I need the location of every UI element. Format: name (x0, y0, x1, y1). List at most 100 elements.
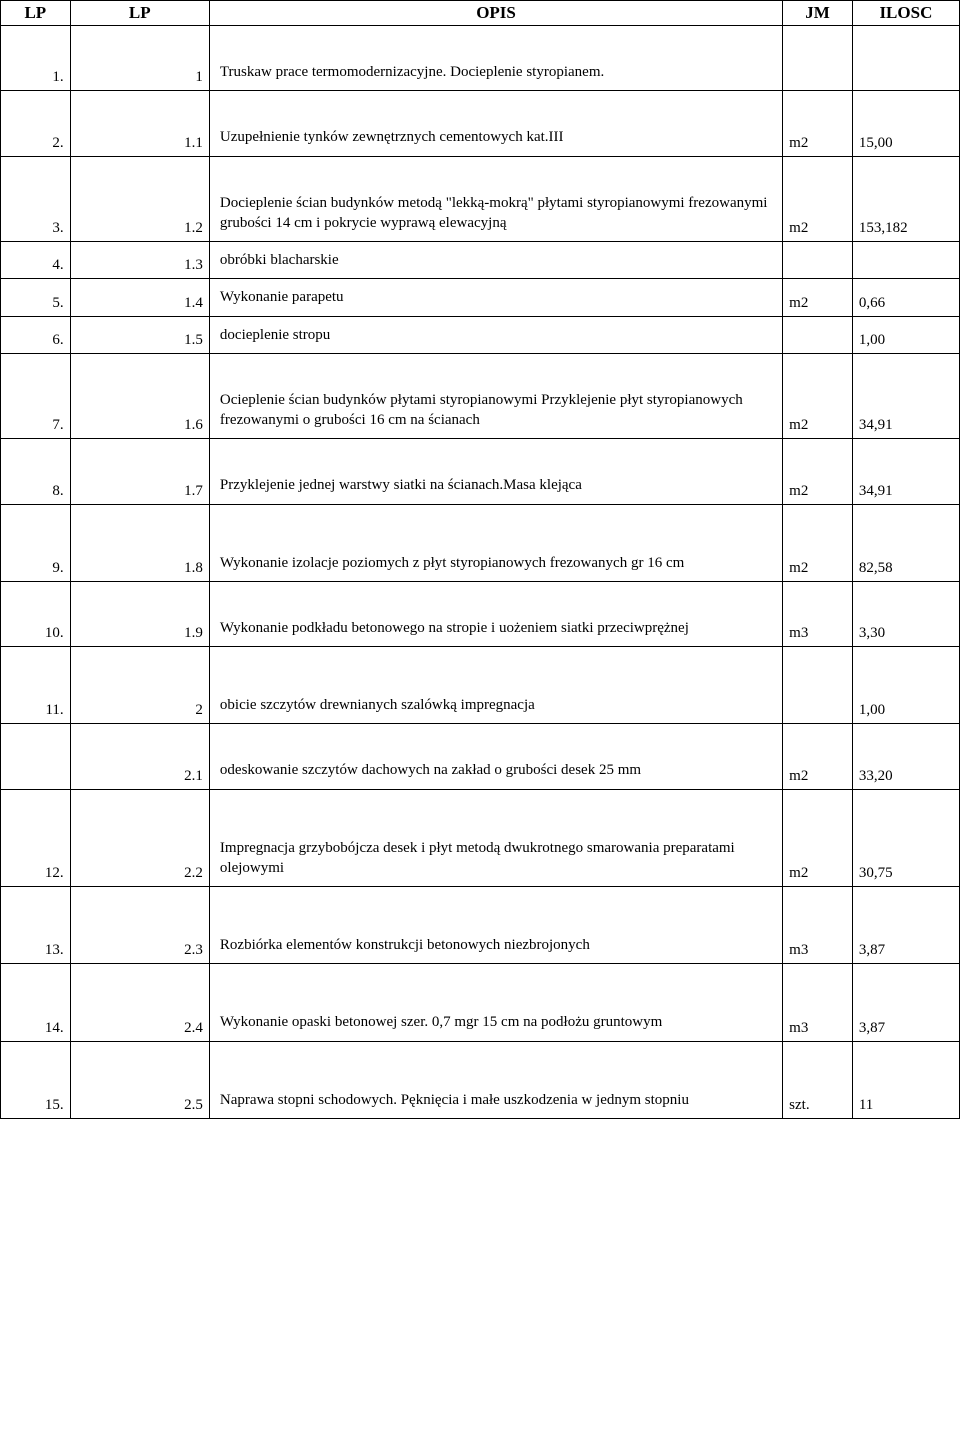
opis-text: Truskaw prace termomodernizacyjne. Docie… (220, 62, 772, 82)
col-header-opis: OPIS (209, 1, 782, 26)
cell-opis: Impregnacja grzybobójcza desek i płyt me… (209, 789, 782, 887)
col-header-ilosc: ILOSC (852, 1, 959, 26)
opis-text: Wykonanie parapetu (220, 287, 772, 307)
cell-opis: obicie szczytów drewnianych szalówką imp… (209, 647, 782, 724)
cell-opis: Wykonanie opaski betonowej szer. 0,7 mgr… (209, 964, 782, 1041)
cell-jm: m2 (783, 156, 853, 242)
cell-lp1: 9. (1, 504, 71, 581)
cell-lp1: 10. (1, 581, 71, 646)
cell-lp2: 1.1 (70, 91, 209, 156)
cell-ilosc: 3,87 (852, 964, 959, 1041)
cell-lp2: 1.3 (70, 242, 209, 279)
table-header-row: LP LP OPIS JM ILOSC (1, 1, 960, 26)
cell-lp1: 12. (1, 789, 71, 887)
table-row: 4.1.3obróbki blacharskie (1, 242, 960, 279)
cell-lp2: 1.8 (70, 504, 209, 581)
cell-ilosc: 153,182 (852, 156, 959, 242)
cell-lp1: 7. (1, 353, 71, 439)
table-row: 2.1 odeskowanie szczytów dachowych na zak… (1, 724, 960, 789)
cell-opis: Truskaw prace termomodernizacyjne. Docie… (209, 26, 782, 91)
cell-opis: docieplenie stropu (209, 316, 782, 353)
cell-jm: m2 (783, 724, 853, 789)
table-row: 9.1.8 Wykonanie izolacje poziomych z płyt… (1, 504, 960, 581)
cell-ilosc: 1,00 (852, 316, 959, 353)
cell-lp1: 5. (1, 279, 71, 316)
cell-lp2: 1.5 (70, 316, 209, 353)
cell-ilosc: 33,20 (852, 724, 959, 789)
opis-text: Wykonanie opaski betonowej szer. 0,7 mgr… (220, 1012, 772, 1032)
cell-lp2: 2.4 (70, 964, 209, 1041)
cell-lp1: 3. (1, 156, 71, 242)
cell-lp2: 1.2 (70, 156, 209, 242)
cell-lp2: 1.6 (70, 353, 209, 439)
cell-lp2: 1.4 (70, 279, 209, 316)
cell-opis: Wykonanie podkładu betonowego na stropie… (209, 581, 782, 646)
cell-lp2: 2.2 (70, 789, 209, 887)
opis-text: Impregnacja grzybobójcza desek i płyt me… (220, 838, 772, 879)
cell-jm: m2 (783, 279, 853, 316)
cell-lp2: 2.1 (70, 724, 209, 789)
cell-jm: m2 (783, 789, 853, 887)
cell-lp1: 4. (1, 242, 71, 279)
cell-lp1: 1. (1, 26, 71, 91)
table-row: 15.2.5 Naprawa stopni schodowych. Pęknięc… (1, 1041, 960, 1118)
cell-jm (783, 316, 853, 353)
cell-ilosc: 15,00 (852, 91, 959, 156)
opis-text: Docieplenie ścian budynków metodą "lekką… (220, 193, 772, 234)
cell-lp1 (1, 724, 71, 789)
cell-ilosc (852, 242, 959, 279)
cell-ilosc: 82,58 (852, 504, 959, 581)
opis-text: Uzupełnienie tynków zewnętrznych cemento… (220, 127, 772, 147)
cell-lp1: 11. (1, 647, 71, 724)
cell-lp2: 2.3 (70, 887, 209, 964)
cost-table: LP LP OPIS JM ILOSC 1.1 Truskaw prace ter… (0, 0, 960, 1119)
opis-text: docieplenie stropu (220, 325, 772, 345)
cell-lp1: 2. (1, 91, 71, 156)
opis-text: obicie szczytów drewnianych szalówką imp… (220, 695, 772, 715)
cell-ilosc: 34,91 (852, 439, 959, 504)
cell-opis: Uzupełnienie tynków zewnętrznych cemento… (209, 91, 782, 156)
cell-ilosc: 0,66 (852, 279, 959, 316)
opis-text: Naprawa stopni schodowych. Pęknięcia i m… (220, 1090, 772, 1110)
cell-lp1: 8. (1, 439, 71, 504)
opis-text: Ocieplenie ścian budynków płytami styrop… (220, 390, 772, 431)
cell-jm: m2 (783, 504, 853, 581)
col-header-lp2: LP (70, 1, 209, 26)
table-row: 11.2obicie szczytów drewnianych szalówką… (1, 647, 960, 724)
cell-ilosc: 3,87 (852, 887, 959, 964)
table-row: 13.2.3 Rozbiórka elementów konstrukcji be… (1, 887, 960, 964)
cell-ilosc: 1,00 (852, 647, 959, 724)
table-row: 8.1.7Przyklejenie jednej warstwy siatki … (1, 439, 960, 504)
cell-jm (783, 242, 853, 279)
cell-jm: szt. (783, 1041, 853, 1118)
opis-text: Wykonanie izolacje poziomych z płyt styr… (220, 553, 772, 573)
cell-lp2: 2.5 (70, 1041, 209, 1118)
cell-opis: Wykonanie parapetu (209, 279, 782, 316)
cell-jm (783, 647, 853, 724)
opis-text: Rozbiórka elementów konstrukcji betonowy… (220, 935, 772, 955)
table-row: 14.2.4 Wykonanie opaski betonowej szer. 0… (1, 964, 960, 1041)
cell-opis: Ocieplenie ścian budynków płytami styrop… (209, 353, 782, 439)
cell-opis: obróbki blacharskie (209, 242, 782, 279)
cell-opis: Przyklejenie jednej warstwy siatki na śc… (209, 439, 782, 504)
cell-opis: odeskowanie szczytów dachowych na zakład… (209, 724, 782, 789)
cell-ilosc: 11 (852, 1041, 959, 1118)
cell-jm (783, 26, 853, 91)
cell-jm: m2 (783, 91, 853, 156)
col-header-lp1: LP (1, 1, 71, 26)
cell-jm: m3 (783, 581, 853, 646)
cell-jm: m3 (783, 887, 853, 964)
cell-lp2: 1.9 (70, 581, 209, 646)
table-row: 1.1 Truskaw prace termomodernizacyjne. Do… (1, 26, 960, 91)
cell-lp2: 1 (70, 26, 209, 91)
cell-lp1: 13. (1, 887, 71, 964)
cell-lp2: 1.7 (70, 439, 209, 504)
cell-lp1: 15. (1, 1041, 71, 1118)
table-row: 5.1.4 Wykonanie parapetu m20,66 (1, 279, 960, 316)
table-row: 2.1.1 Uzupełnienie tynków zewnętrznych ce… (1, 91, 960, 156)
opis-text: odeskowanie szczytów dachowych na zakład… (220, 760, 772, 780)
table-row: 7.1.6 Ocieplenie ścian budynków płytami s… (1, 353, 960, 439)
cell-lp1: 14. (1, 964, 71, 1041)
cell-opis: Rozbiórka elementów konstrukcji betonowy… (209, 887, 782, 964)
cell-ilosc: 3,30 (852, 581, 959, 646)
